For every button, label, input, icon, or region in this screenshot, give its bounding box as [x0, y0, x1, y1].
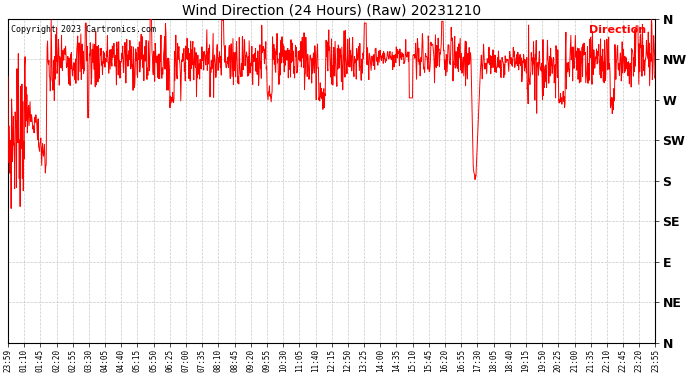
Text: Copyright 2023 Cartronics.com: Copyright 2023 Cartronics.com [11, 25, 156, 34]
Title: Wind Direction (24 Hours) (Raw) 20231210: Wind Direction (24 Hours) (Raw) 20231210 [182, 3, 482, 18]
Text: Direction: Direction [589, 25, 646, 35]
